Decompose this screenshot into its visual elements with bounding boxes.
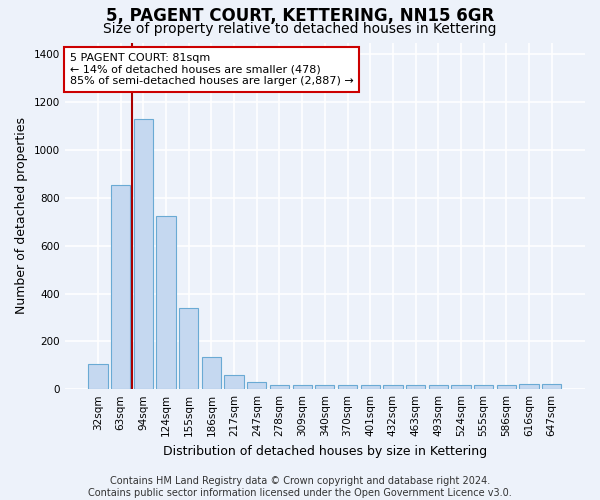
Bar: [111, 185, 130, 389]
Bar: [520, 384, 539, 389]
Bar: [406, 385, 425, 389]
Bar: [451, 385, 470, 389]
Text: 5 PAGENT COURT: 81sqm
← 14% of detached houses are smaller (478)
85% of semi-det: 5 PAGENT COURT: 81sqm ← 14% of detached …: [70, 53, 353, 86]
Bar: [224, 375, 244, 389]
Bar: [361, 385, 380, 389]
Bar: [293, 385, 312, 389]
Bar: [179, 308, 199, 389]
Bar: [428, 385, 448, 389]
Y-axis label: Number of detached properties: Number of detached properties: [15, 118, 28, 314]
Bar: [497, 385, 516, 389]
Bar: [134, 119, 153, 389]
Bar: [202, 357, 221, 389]
Bar: [247, 382, 266, 389]
X-axis label: Distribution of detached houses by size in Kettering: Distribution of detached houses by size …: [163, 444, 487, 458]
Text: Size of property relative to detached houses in Kettering: Size of property relative to detached ho…: [103, 22, 497, 36]
Bar: [157, 216, 176, 389]
Bar: [270, 385, 289, 389]
Bar: [474, 385, 493, 389]
Bar: [338, 385, 357, 389]
Bar: [315, 385, 334, 389]
Bar: [542, 384, 562, 389]
Text: 5, PAGENT COURT, KETTERING, NN15 6GR: 5, PAGENT COURT, KETTERING, NN15 6GR: [106, 8, 494, 26]
Bar: [88, 364, 107, 389]
Text: Contains HM Land Registry data © Crown copyright and database right 2024.
Contai: Contains HM Land Registry data © Crown c…: [88, 476, 512, 498]
Bar: [383, 385, 403, 389]
